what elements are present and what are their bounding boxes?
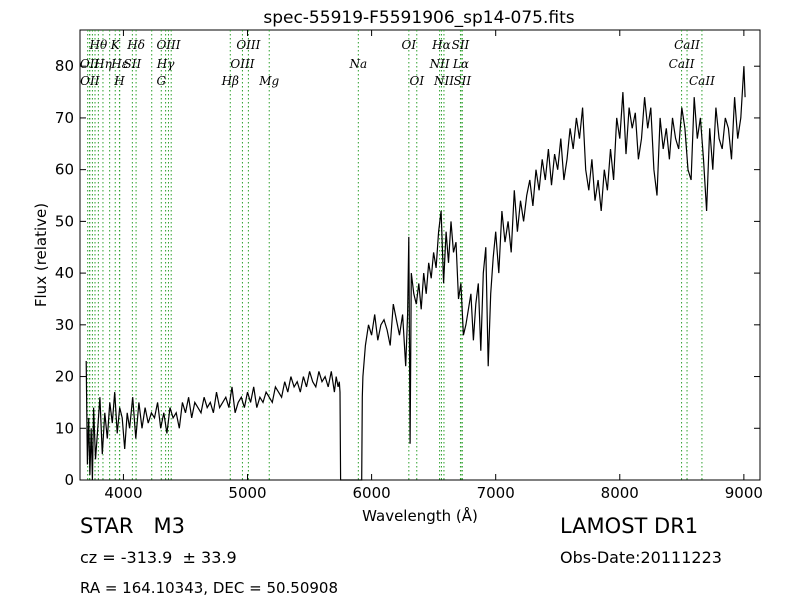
observation-date: Obs-Date:20111223 [560,548,722,567]
spectral-line-label: SII [453,74,471,88]
object-class: STAR M3 [80,514,185,538]
spectral-line-label: OI [402,38,417,52]
spectral-line-label: SII [452,38,470,52]
spectral-line-label: G [156,74,166,88]
y-tick-label: 10 [55,419,74,437]
spectral-line-label: H [113,74,125,88]
spectral-line-label: K [110,38,121,52]
chart-title: spec-55919-F5591906_sp14-075.fits [263,8,574,28]
y-tick-label: 0 [64,471,74,489]
y-tick-label: 80 [55,57,74,75]
spectral-line-label: Hη [93,57,112,71]
x-tick-label: 6000 [353,484,391,502]
survey-name: LAMOST DR1 [560,514,699,538]
spectral-line-label: Na [349,57,368,71]
spectral-line-label: OIII [230,57,254,71]
spectral-line-label: CaII [674,38,700,52]
spectral-line-label: CaII [669,57,695,71]
x-tick-label: 7000 [477,484,515,502]
x-tick-label: 9000 [725,484,763,502]
spectrum-series-line [85,66,746,481]
spectral-line-label: SII [124,57,142,71]
spectral-line-label: Hθ [89,38,108,52]
spectral-line-label: NII [433,74,454,88]
y-tick-label: 60 [55,161,74,179]
spectral-line-markers [87,30,703,480]
spectral-line-label: OII [80,74,100,88]
spectral-line-label: CaII [689,74,715,88]
redshift-value: cz = -313.9 ± 33.9 [80,548,237,567]
y-tick-label: 50 [55,212,74,230]
spectral-line-label: Lα [452,57,469,71]
x-tick-label: 4000 [104,484,142,502]
spectral-line-label: OII [80,57,100,71]
x-axis-label: Wavelength (Å) [362,506,478,525]
spectral-line-label: OIII [156,38,180,52]
spectral-line-label: NII [429,57,450,71]
spectral-line-label: Hβ [221,74,239,88]
spectral-line-label: Hγ [156,57,175,71]
plot-frame [79,29,761,481]
spectral-line-label: Hδ [126,38,145,52]
y-tick-label: 20 [55,368,74,386]
spectral-line-label: Hε [110,57,128,71]
y-tick-label: 70 [55,109,74,127]
spectral-line-label: OI [409,74,424,88]
spectral-line-label: OIII [236,38,260,52]
spectral-line-label: Hα [431,38,451,52]
spectral-line-label: Mg [258,74,279,88]
coordinates: RA = 164.10343, DEC = 50.50908 [80,579,339,597]
y-tick-label: 30 [55,316,74,334]
x-tick-label: 8000 [601,484,639,502]
x-tick-label: 5000 [228,484,266,502]
y-axis-label: Flux (relative) [32,203,50,307]
x-axis-ticks: 4000 5000 6000 7000 8000 9000 [104,30,763,502]
y-tick-label: 40 [55,264,74,282]
y-axis-ticks: 0 10 20 30 40 50 60 70 80 [55,57,760,489]
